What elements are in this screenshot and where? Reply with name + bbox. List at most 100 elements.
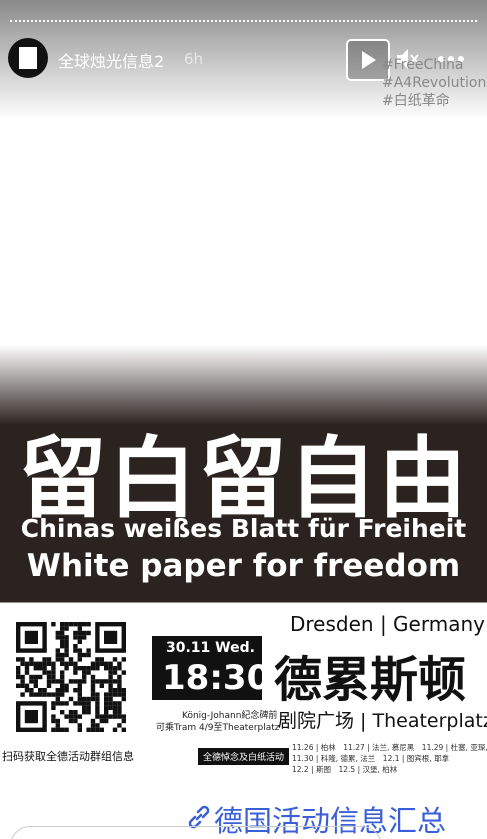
qr-module	[82, 674, 87, 680]
qr-module	[95, 661, 100, 666]
qr-module	[24, 630, 38, 644]
qr-module	[82, 679, 87, 684]
qr-module	[73, 648, 78, 653]
qr-module	[55, 696, 60, 702]
qr-module	[121, 657, 126, 662]
qr-module	[117, 683, 122, 688]
qr-module	[20, 661, 25, 666]
qr-module	[90, 679, 96, 684]
qr-module	[108, 688, 113, 693]
qr-module	[112, 688, 118, 693]
avatar[interactable]	[8, 38, 48, 78]
qr-module	[112, 666, 118, 671]
qr-module	[64, 622, 69, 627]
post-time: 6h	[184, 50, 204, 68]
qr-module	[117, 688, 122, 693]
qr-module	[68, 657, 74, 662]
qr-module	[108, 692, 113, 697]
qr-module	[99, 657, 104, 662]
qr-module	[60, 644, 65, 649]
qr-module	[82, 710, 87, 715]
qr-module	[38, 692, 43, 697]
qr-module	[55, 657, 60, 662]
qr-module	[77, 652, 82, 658]
qr-module	[55, 648, 60, 653]
qr-module	[77, 679, 82, 684]
qr-module	[51, 679, 56, 684]
qr-module	[68, 622, 74, 627]
qr-module	[108, 679, 113, 684]
qr-module	[20, 683, 25, 688]
qr-module	[121, 688, 126, 693]
qr-module	[99, 683, 104, 688]
qr-module	[64, 648, 69, 653]
link-sticker[interactable]: 德国活动信息汇总	[180, 792, 480, 839]
qr-module	[55, 701, 60, 706]
qr-module	[73, 661, 78, 666]
qr-module	[112, 710, 118, 715]
qr-module	[51, 718, 56, 724]
qr-module	[64, 652, 69, 658]
qr-module	[64, 666, 69, 671]
qr-module	[112, 670, 118, 675]
qr-module	[117, 666, 122, 671]
qr-module	[68, 718, 74, 724]
qr-module	[108, 674, 113, 680]
qr-module	[82, 705, 87, 710]
qr-module	[90, 674, 96, 680]
more-options[interactable]	[436, 52, 466, 66]
qr-module	[33, 679, 38, 684]
qr-module	[73, 635, 78, 640]
username[interactable]: 全球烛光信息2	[58, 52, 165, 71]
qr-module	[38, 688, 43, 693]
qr-module	[82, 696, 87, 702]
hashtag: #白纸革命	[382, 93, 450, 109]
qr-module	[16, 674, 21, 680]
city-zh: 德累斯顿	[274, 652, 467, 708]
qr-module	[60, 657, 65, 662]
qr-code[interactable]	[16, 622, 130, 736]
qr-module	[38, 674, 43, 680]
qr-module	[117, 710, 122, 715]
qr-module	[60, 674, 65, 680]
qr-module	[112, 727, 118, 732]
reply-box[interactable]	[10, 826, 382, 839]
qr-module	[33, 661, 38, 666]
qr-module	[90, 688, 96, 693]
qr-module	[108, 666, 113, 671]
qr-module	[42, 657, 47, 662]
qr-module	[46, 670, 52, 675]
qr-module	[77, 648, 82, 653]
qr-module	[90, 727, 96, 732]
qr-module	[73, 714, 78, 719]
qr-module	[112, 657, 118, 662]
qr-module	[117, 705, 122, 710]
qr-module	[86, 696, 91, 702]
qr-module	[90, 692, 96, 697]
qr-module	[86, 727, 91, 732]
qr-module	[108, 701, 113, 706]
mute-button[interactable]	[394, 46, 420, 72]
qr-module	[24, 683, 30, 688]
qr-module	[77, 635, 82, 640]
qr-module	[60, 630, 65, 636]
venue: 剧院广场 | Theaterplatz	[278, 710, 487, 732]
qr-module	[51, 727, 56, 732]
qr-module	[117, 714, 122, 719]
qr-module	[46, 679, 52, 684]
qr-module	[108, 661, 113, 666]
qr-module	[29, 692, 34, 697]
qr-module	[86, 630, 91, 636]
qr-module	[55, 688, 60, 693]
schedule-line: 11.26 | 柏林 11.27 | 法兰, 慕尼黑 11.29 | 杜塞, 亚…	[292, 743, 487, 752]
qr-module	[77, 666, 82, 671]
link-text: 德国活动信息汇总	[214, 804, 447, 838]
qr-module	[104, 710, 109, 715]
qr-module	[95, 692, 100, 697]
qr-module	[33, 666, 38, 671]
qr-module	[99, 727, 104, 732]
qr-module	[104, 661, 109, 666]
qr-module	[60, 622, 65, 627]
play-button[interactable]	[346, 39, 390, 81]
qr-module	[82, 652, 87, 658]
